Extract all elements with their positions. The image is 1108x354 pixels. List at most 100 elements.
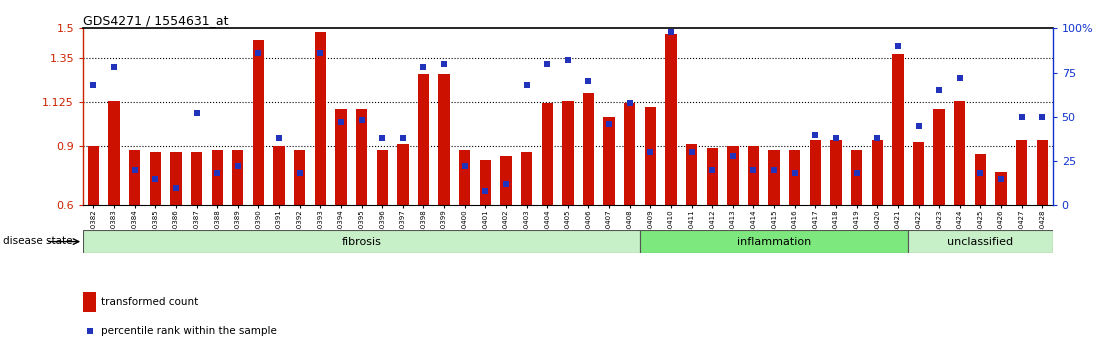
Bar <box>274 146 285 205</box>
Point <box>869 135 886 141</box>
Point <box>992 176 1009 182</box>
Bar <box>975 154 986 205</box>
Point <box>724 153 741 159</box>
Bar <box>769 150 780 205</box>
Point <box>373 135 391 141</box>
Bar <box>851 150 862 205</box>
Bar <box>583 93 594 205</box>
Bar <box>315 32 326 205</box>
Bar <box>501 156 512 205</box>
Point <box>683 149 700 155</box>
Point <box>352 118 370 123</box>
Bar <box>933 109 945 205</box>
Text: fibrosis: fibrosis <box>341 236 381 247</box>
Bar <box>624 103 635 205</box>
Bar <box>253 40 264 205</box>
Point <box>105 64 123 70</box>
Point <box>414 64 432 70</box>
Point <box>601 121 618 127</box>
Text: percentile rank within the sample: percentile rank within the sample <box>101 326 277 336</box>
Bar <box>480 160 491 205</box>
Bar <box>748 146 759 205</box>
Point <box>332 119 350 125</box>
Point <box>931 87 948 93</box>
Bar <box>830 141 842 205</box>
Point <box>704 167 721 173</box>
Point <box>972 171 989 176</box>
Point <box>538 61 556 67</box>
Point <box>1013 114 1030 120</box>
Bar <box>954 101 965 205</box>
Bar <box>542 103 553 205</box>
Point <box>786 171 803 176</box>
Bar <box>645 107 656 205</box>
Bar <box>727 146 739 205</box>
Bar <box>810 141 821 205</box>
Point <box>1034 114 1051 120</box>
Text: GDS4271 / 1554631_at: GDS4271 / 1554631_at <box>83 14 228 27</box>
Point <box>394 135 412 141</box>
Bar <box>1037 141 1048 205</box>
Point <box>126 167 144 173</box>
Point <box>146 176 164 182</box>
Bar <box>604 117 615 205</box>
Bar <box>995 172 1007 205</box>
Point <box>187 110 205 116</box>
Bar <box>397 144 409 205</box>
Point <box>642 149 659 155</box>
Point <box>807 132 824 137</box>
Bar <box>212 150 223 205</box>
Point <box>848 171 865 176</box>
Point <box>455 164 473 169</box>
Bar <box>459 150 471 205</box>
Bar <box>129 150 141 205</box>
Text: transformed count: transformed count <box>101 297 198 307</box>
Bar <box>356 109 367 205</box>
Bar <box>418 74 429 205</box>
Bar <box>562 101 574 205</box>
Point <box>290 171 308 176</box>
Point <box>910 123 927 129</box>
Point <box>249 50 267 56</box>
Point <box>828 135 845 141</box>
Point <box>889 43 906 49</box>
Bar <box>439 74 450 205</box>
Bar <box>521 152 532 205</box>
Bar <box>640 230 909 253</box>
Bar <box>171 152 182 205</box>
Bar <box>83 230 640 253</box>
Bar <box>233 150 244 205</box>
Point <box>270 135 288 141</box>
Bar <box>872 141 883 205</box>
Point <box>558 57 576 63</box>
Bar <box>913 142 924 205</box>
Bar <box>336 109 347 205</box>
Point <box>435 61 453 67</box>
Text: unclassified: unclassified <box>947 236 1014 247</box>
Point <box>208 171 226 176</box>
Bar <box>686 144 697 205</box>
Point <box>579 79 597 84</box>
Point <box>745 167 762 173</box>
Point <box>311 50 329 56</box>
Bar <box>88 146 99 205</box>
Bar <box>665 34 677 205</box>
Point <box>620 100 638 105</box>
Bar <box>150 152 161 205</box>
Bar <box>191 152 203 205</box>
Bar <box>707 148 718 205</box>
Bar <box>377 150 388 205</box>
Bar <box>1016 141 1027 205</box>
Bar <box>789 150 800 205</box>
Point <box>951 75 968 81</box>
Bar <box>294 150 306 205</box>
Bar <box>109 101 120 205</box>
Point <box>84 82 102 88</box>
Text: disease state: disease state <box>3 236 73 246</box>
Point <box>167 185 185 190</box>
Point <box>766 167 783 173</box>
Point <box>663 29 680 35</box>
Point <box>476 188 494 194</box>
Text: inflammation: inflammation <box>737 236 811 247</box>
Bar <box>909 230 1053 253</box>
